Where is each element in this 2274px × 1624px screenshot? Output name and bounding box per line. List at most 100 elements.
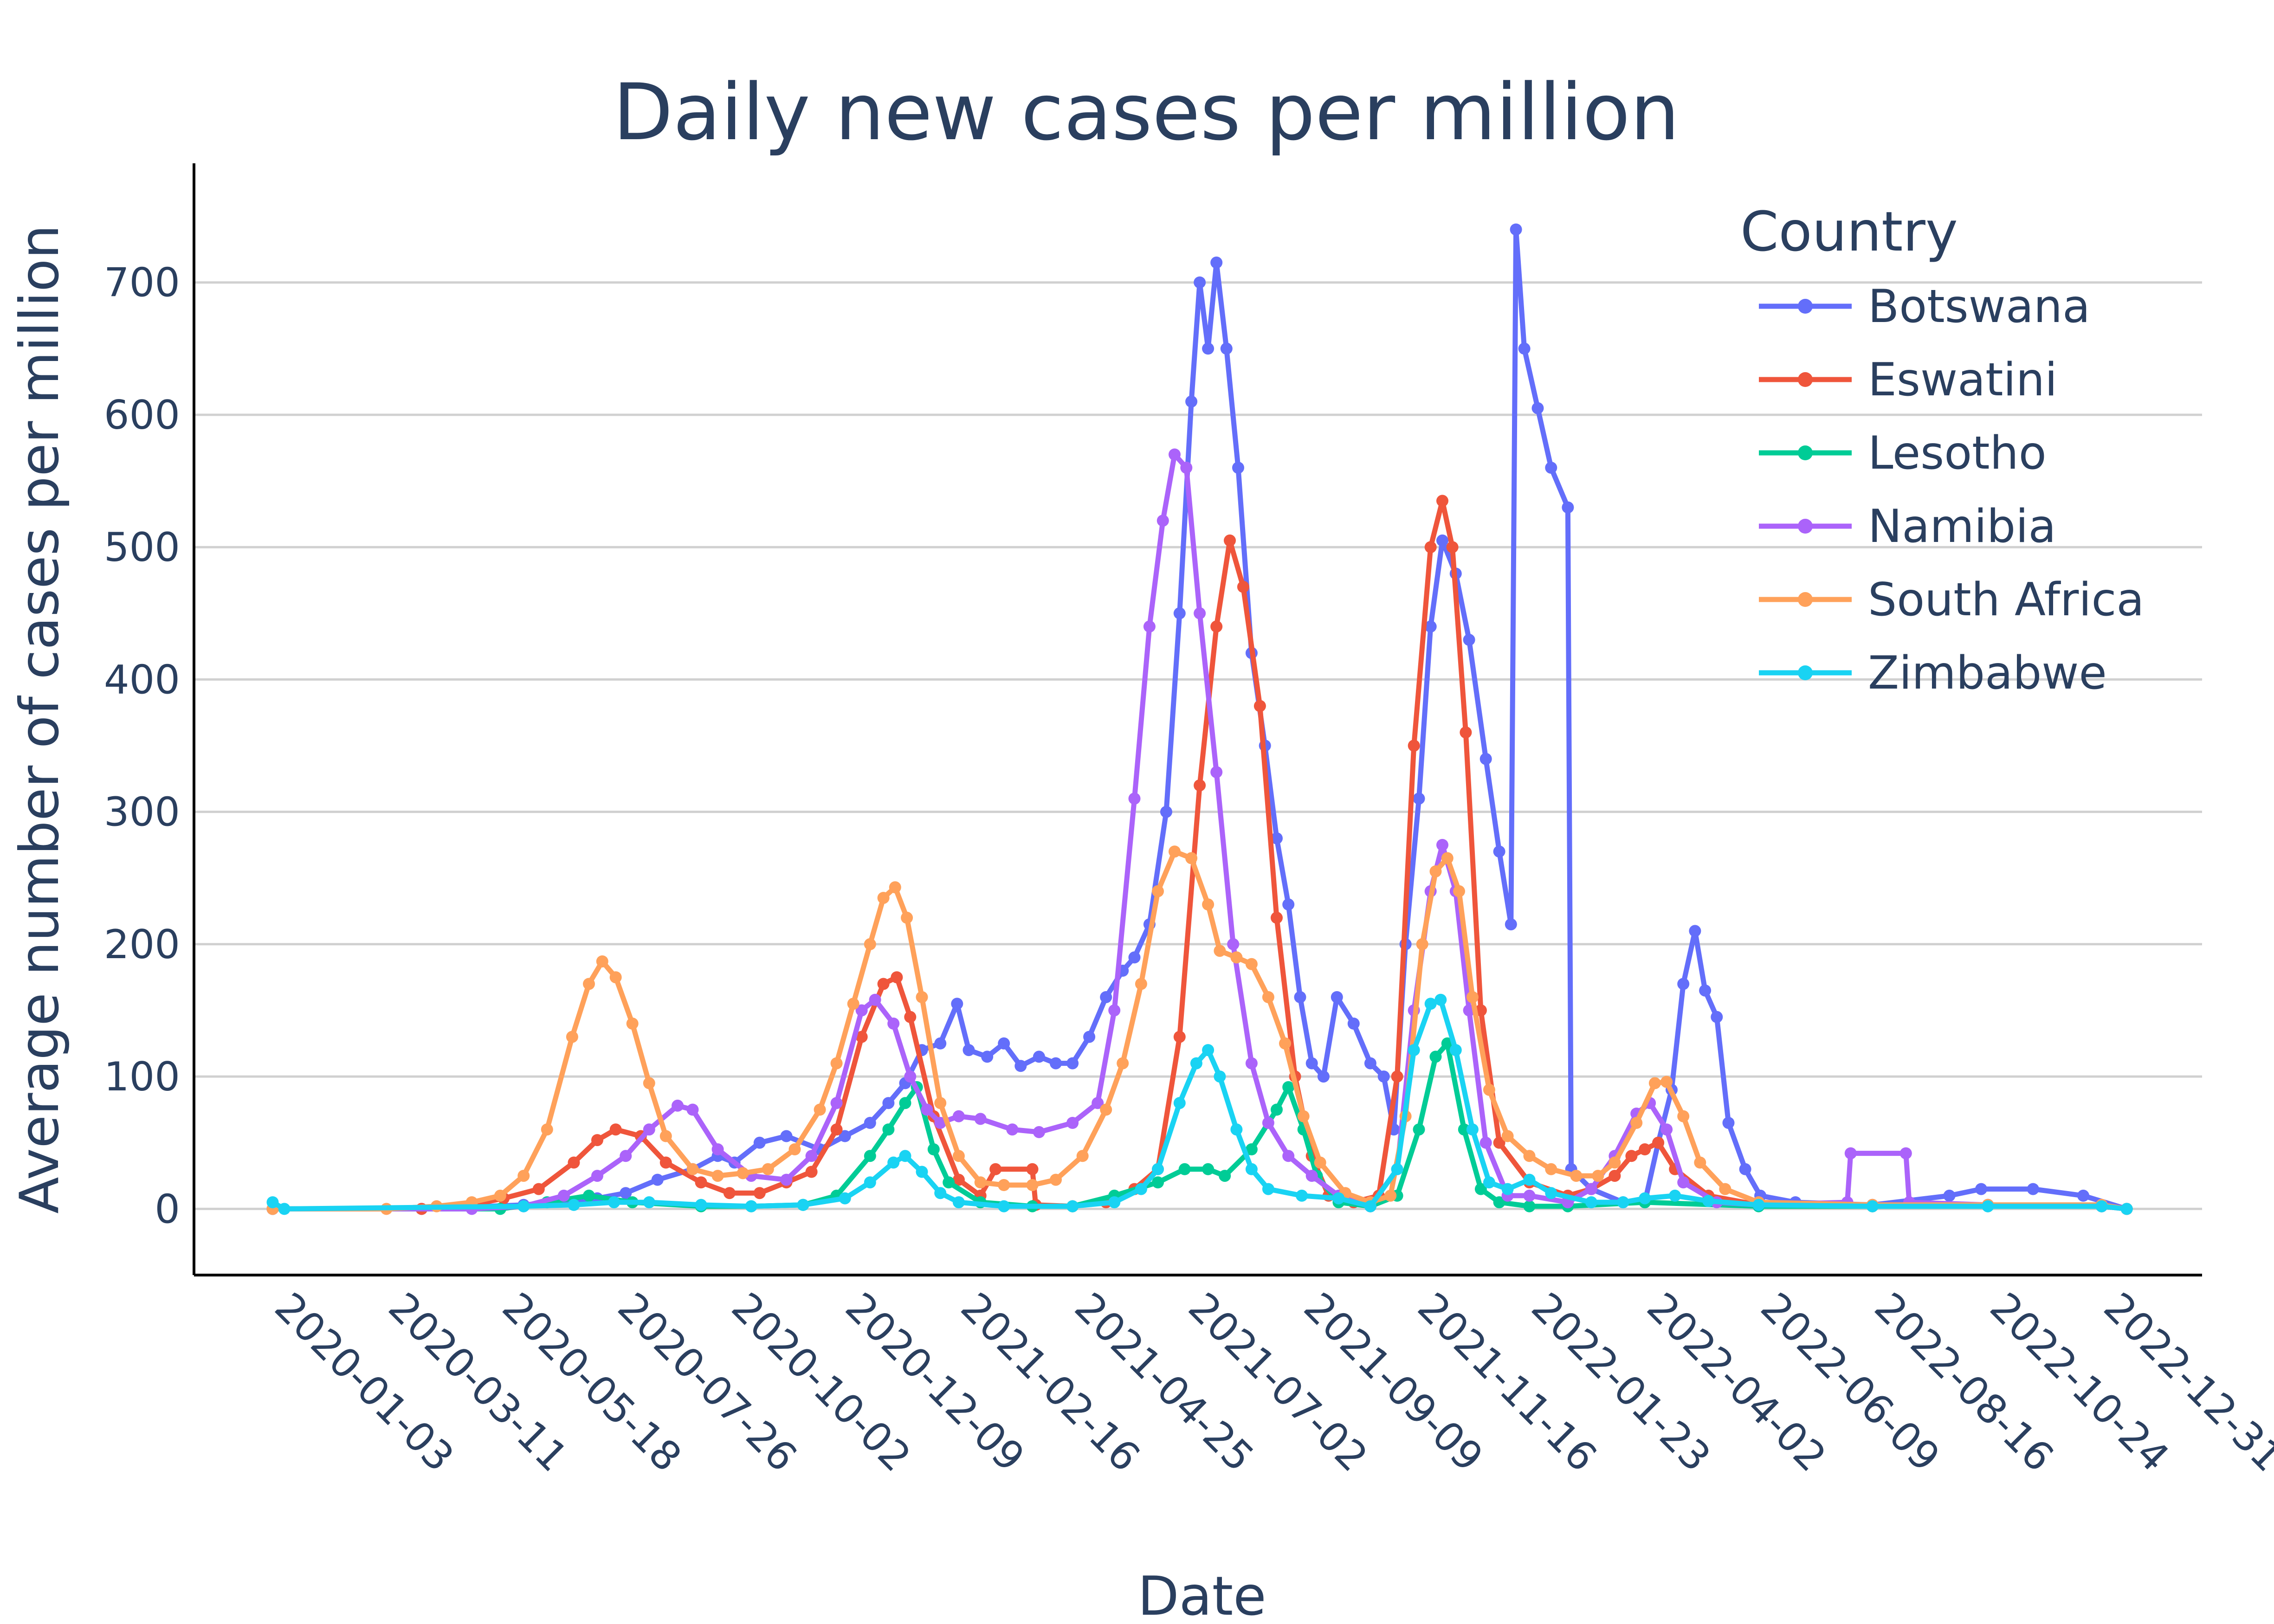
data-point [1194,276,1206,289]
data-point [1347,1018,1360,1030]
data-point [1384,1189,1397,1202]
data-point [651,1173,664,1186]
data-point [1739,1163,1751,1175]
data-point [278,1203,291,1215]
y-tick-label: 0 [155,1186,180,1232]
data-point [1220,342,1233,355]
legend-marker [1798,372,1813,387]
data-point [1609,1156,1621,1169]
data-point [904,1070,917,1083]
data-point [1282,898,1295,911]
data-point [1702,1195,1715,1207]
data-point [1253,700,1266,712]
data-point [1501,1130,1514,1142]
data-point [814,1103,826,1116]
data-point [1866,1200,1879,1212]
data-point [596,955,608,967]
data-point [1436,839,1448,851]
data-point [1128,793,1141,805]
data-point [1570,1170,1583,1182]
data-point [1271,832,1283,844]
data-point [1026,1179,1039,1191]
data-point [1294,991,1306,1003]
chart-title: Daily new cases per million [613,67,1680,158]
data-point [1245,1163,1258,1175]
legend-item[interactable]: Namibia [1759,500,2056,553]
data-point [753,1136,766,1149]
data-point [1296,1189,1308,1202]
data-point [780,1173,793,1186]
series-zimbabwe [266,993,2133,1215]
data-point [1245,958,1258,970]
data-point [855,1004,868,1017]
data-point [780,1130,793,1142]
series-line [270,452,2130,1212]
data-point [1230,951,1243,964]
x-axis-title: Date [1137,1565,1266,1624]
data-point [1364,1200,1376,1212]
legend-item[interactable]: Zimbabwe [1759,647,2107,700]
data-point [1169,845,1181,858]
legend-item[interactable]: Botswana [1759,280,2090,333]
legend-label: Botswana [1868,280,2090,333]
data-point [1545,1187,1557,1199]
data-point [1677,1176,1690,1189]
data-point [1169,448,1181,461]
data-point [1143,620,1156,633]
legend: Country Botswana Eswatini Lesotho Namibia So… [1740,200,2144,700]
data-point [1722,1117,1735,1129]
data-point [1408,1044,1420,1057]
data-point [1224,534,1236,547]
data-point [1424,998,1437,1010]
legend-item[interactable]: Lesotho [1759,427,2047,480]
y-tick-label: 700 [104,260,180,306]
data-point [1711,1011,1723,1023]
data-point [1630,1117,1643,1129]
y-tick-label: 200 [104,922,180,968]
data-point [1156,515,1169,527]
data-point [1152,1176,1164,1189]
data-point [1271,1103,1283,1116]
data-point [1493,845,1505,858]
data-point [762,1163,774,1175]
data-point [989,1163,1002,1175]
data-point [974,1176,987,1189]
legend-marker [1798,519,1813,534]
data-point [1282,1150,1295,1162]
data-point [1305,1170,1318,1182]
y-tick-label: 500 [104,524,180,571]
data-point [916,991,928,1003]
data-point [882,1123,895,1136]
data-point [591,1134,603,1147]
data-point [1230,1123,1243,1136]
data-point [1331,991,1343,1003]
data-point [1518,342,1531,355]
data-point [1185,852,1198,864]
data-point [711,1170,724,1182]
data-point [620,1150,632,1162]
data-point [1135,978,1147,990]
data-point [1092,1097,1104,1109]
data-point [1523,1200,1536,1212]
data-point [1669,1189,1681,1202]
data-point [1844,1147,1857,1160]
data-point [583,978,595,990]
data-point [951,998,963,1010]
data-point [1609,1170,1621,1182]
legend-item[interactable]: Eswatini [1759,354,2057,406]
data-point [1100,1103,1112,1116]
data-point [626,1018,639,1030]
data-point [889,881,901,894]
data-point [1446,541,1459,554]
data-point [517,1170,530,1182]
legend-item[interactable]: South Africa [1759,574,2144,626]
data-point [1523,1150,1536,1162]
data-point [1483,1176,1495,1189]
data-point [1160,806,1172,818]
data-point [934,1117,947,1129]
data-point [882,1097,895,1109]
legend-marker [1798,445,1813,460]
legend-marker [1798,299,1813,314]
data-point [1752,1199,1765,1211]
data-point [1232,462,1244,474]
